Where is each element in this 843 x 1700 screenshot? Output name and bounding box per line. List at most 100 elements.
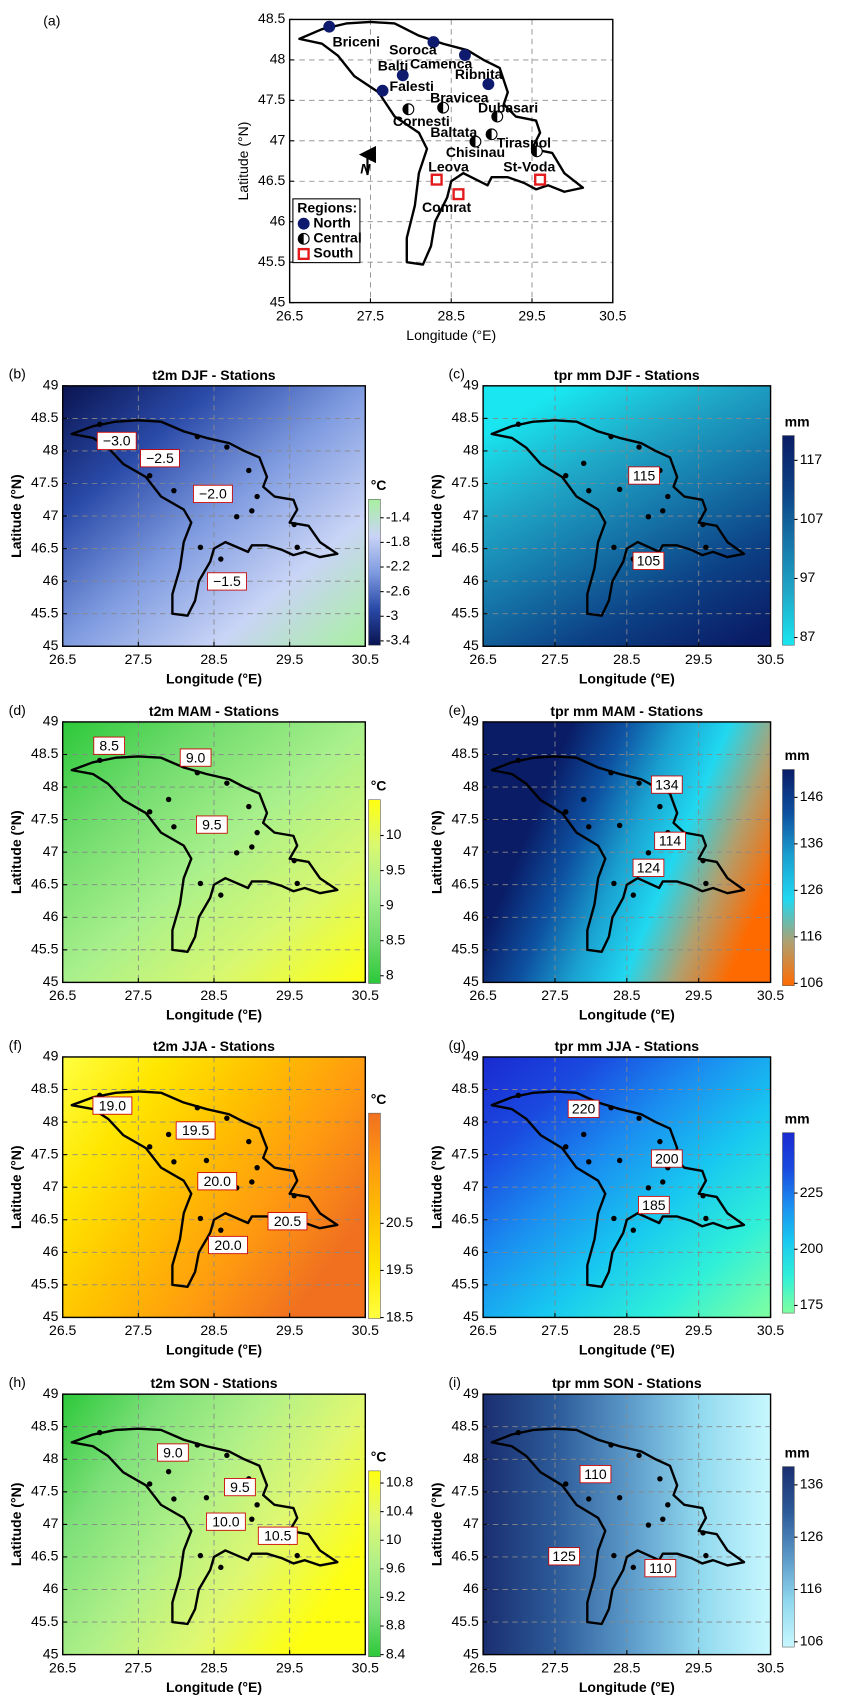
y-tick-label: 46 <box>463 1580 479 1596</box>
station-dot <box>224 1452 230 1459</box>
contour-label: −1.5 <box>213 573 241 589</box>
colorbar <box>368 499 381 646</box>
x-tick-label: 30.5 <box>757 1322 785 1338</box>
colorbar-tick-label: 136 <box>800 1476 824 1492</box>
y-tick-label: 45 <box>463 973 479 989</box>
y-tick-label: 49 <box>463 377 479 393</box>
station-dot <box>194 1105 201 1111</box>
colorbar-tick-label: 106 <box>800 1633 824 1649</box>
y-tick-label: 47 <box>270 132 286 148</box>
station-dot <box>657 1138 663 1145</box>
y-tick-label: 49 <box>43 713 59 729</box>
station-name: Ribnita <box>455 66 503 82</box>
station-dot <box>224 780 230 786</box>
station-dot <box>563 472 569 479</box>
x-tick-label: 27.5 <box>125 1659 153 1675</box>
legend-entry: North <box>313 214 350 230</box>
y-tick-label: 46.5 <box>451 875 479 891</box>
station-marker <box>297 217 310 230</box>
station-name: St-Voda <box>503 158 555 174</box>
y-tick-label: 45 <box>43 973 59 989</box>
x-axis-label: Longitude (°E) <box>166 670 262 686</box>
station-dot <box>291 857 297 864</box>
marker-half <box>298 233 304 245</box>
y-tick-label: 46 <box>43 1580 59 1596</box>
country-outline <box>70 755 339 953</box>
station-marker <box>437 101 450 114</box>
station-marker <box>469 135 482 148</box>
contour-label-box <box>193 484 233 503</box>
x-tick-label: 26.5 <box>276 307 304 323</box>
colorbar-tick-label: 106 <box>800 974 824 990</box>
marker-half <box>403 103 409 115</box>
north-label: N <box>360 160 371 176</box>
x-tick-label: 26.5 <box>49 1659 77 1675</box>
station-dot <box>249 1179 255 1185</box>
station-dot <box>700 1192 706 1199</box>
station-dot <box>703 1552 709 1559</box>
colorbar-tick-label: 126 <box>800 1528 824 1544</box>
y-tick-label: 45 <box>43 1308 59 1324</box>
contour-label: 110 <box>584 1466 607 1482</box>
y-tick-label: 47.5 <box>31 1145 59 1161</box>
marker-half <box>531 145 537 157</box>
colorbar-tick-label: 10.4 <box>386 1502 414 1518</box>
contour-label-box <box>206 1512 246 1531</box>
x-tick-label: 26.5 <box>469 987 497 1003</box>
station-dot <box>254 829 260 836</box>
contour-label-box <box>92 1096 133 1115</box>
station-dot <box>515 757 522 764</box>
x-axis-label: Longitude (°E) <box>166 1007 262 1023</box>
colorbar-tick-label: -1.4 <box>386 508 410 524</box>
y-tick-label: 46 <box>463 1243 479 1259</box>
y-tick-label: 46.5 <box>258 172 286 188</box>
y-tick-label: 49 <box>463 713 479 729</box>
colorbar-tick-label: 225 <box>800 1184 824 1200</box>
station-dot <box>233 850 240 856</box>
contour-label-box <box>175 1121 216 1140</box>
panel-title: t2m JJA - Stations <box>153 1038 275 1054</box>
station-dot <box>171 1496 177 1502</box>
station-name: Soroca <box>389 41 437 57</box>
colorbar-unit: mm <box>785 413 810 429</box>
y-tick-label: 47 <box>43 1515 59 1531</box>
station-dot <box>249 508 255 514</box>
contour-label-box <box>197 1172 238 1191</box>
colorbar-tick-label: 126 <box>800 881 824 897</box>
colorbar-tick-label: -1.8 <box>386 533 410 549</box>
y-tick-label: 46.5 <box>31 1548 59 1564</box>
contour-label: 20.0 <box>204 1173 232 1189</box>
station-dot <box>218 1227 224 1233</box>
contour-label-box <box>207 572 247 591</box>
station-name: Tiraspol <box>497 134 551 150</box>
colorbar-tick-label: 20.5 <box>386 1214 414 1230</box>
x-tick-label: 29.5 <box>685 651 713 667</box>
station-dot <box>246 467 252 474</box>
contour-label: 19.5 <box>182 1122 210 1138</box>
station-marker <box>297 247 310 261</box>
station-dot <box>700 521 706 528</box>
x-tick-label: 27.5 <box>125 987 153 1003</box>
station-dot <box>165 1131 172 1138</box>
station-dot <box>563 1144 569 1150</box>
station-name: Comrat <box>422 199 471 215</box>
contour-label-box <box>96 431 137 451</box>
x-axis-label: Longitude (°E) <box>579 670 675 686</box>
plot-frame <box>61 1056 367 1319</box>
station-marker <box>427 36 440 49</box>
x-axis-label: Longitude (°E) <box>406 327 496 343</box>
colorbar-tick-label: 8.5 <box>386 931 406 947</box>
station-dot <box>586 1496 592 1502</box>
y-tick-label: 47 <box>43 1178 59 1194</box>
station-dot <box>616 1494 623 1501</box>
y-tick-label: 47.5 <box>451 1483 479 1499</box>
station-dot <box>581 460 587 467</box>
y-tick-label: 46 <box>43 908 59 924</box>
y-tick-label: 46 <box>463 908 479 924</box>
contour-label-box <box>638 1195 670 1215</box>
station-dot <box>645 1522 652 1528</box>
y-tick-label: 49 <box>463 1385 479 1401</box>
station-dot <box>657 803 663 810</box>
station-dot <box>515 421 522 427</box>
y-tick-label: 47.5 <box>451 474 479 490</box>
